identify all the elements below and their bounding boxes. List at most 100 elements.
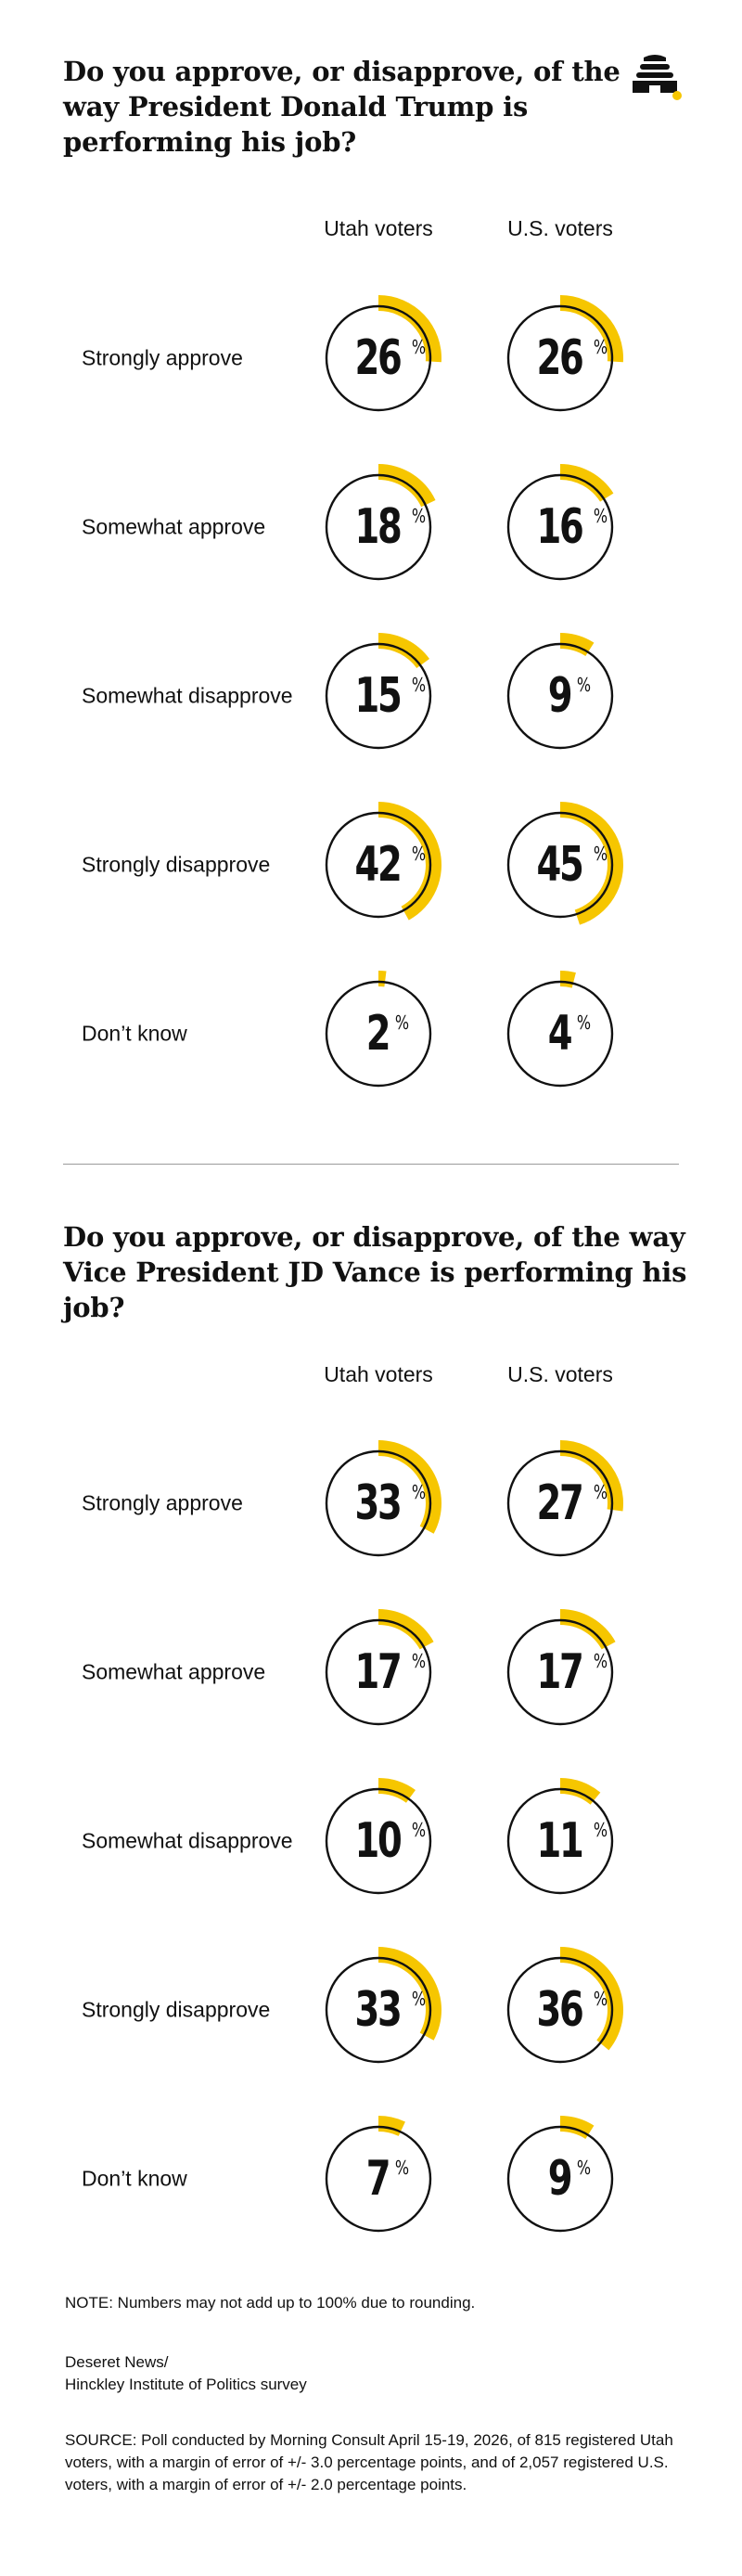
question-1-title: Do you approve, or disapprove, of the wa… <box>63 56 620 158</box>
category-label-dont-know: Don’t know <box>82 2166 187 2191</box>
percent-ring-u-s-voters: 11% <box>503 1778 629 1904</box>
percent-ring-utah-voters: 42% <box>321 802 447 928</box>
percent-ring-utah-voters: 17% <box>321 1609 447 1735</box>
percent-sign: % <box>411 1481 427 1503</box>
percent-sign: % <box>593 1650 608 1672</box>
value-arc <box>378 295 441 363</box>
percent-sign: % <box>593 843 608 865</box>
percent-ring-utah-voters: 2% <box>321 971 447 1097</box>
percent-ring-u-s-voters: 26% <box>503 295 629 421</box>
percent-value: 26 <box>536 330 583 386</box>
percent-ring-utah-voters: 33% <box>321 1440 447 1566</box>
percent-ring-u-s-voters: 36% <box>503 1947 629 2073</box>
value-arc <box>378 802 441 921</box>
percent-sign: % <box>411 1988 427 2010</box>
category-label-strongly-disapprove: Strongly disapprove <box>82 1997 271 2022</box>
section-divider <box>63 1164 679 1165</box>
ring-outline <box>325 1787 432 1895</box>
category-label-strongly-approve: Strongly approve <box>82 1490 243 1515</box>
percent-sign: % <box>576 1011 592 1034</box>
value-arc <box>560 971 576 988</box>
ring-outline <box>325 304 432 412</box>
percent-ring-u-s-voters: 45% <box>503 802 629 928</box>
percent-ring-u-s-voters: 9% <box>503 633 629 759</box>
percent-sign: % <box>411 674 427 696</box>
rounding-note: NOTE: Numbers may not add up to 100% due… <box>65 2294 476 2312</box>
ring-outline <box>325 473 432 581</box>
percent-sign: % <box>593 1988 608 2010</box>
percent-sign: % <box>411 1819 427 1841</box>
percent-value: 10 <box>354 1813 402 1869</box>
ring-outline <box>506 1956 614 2064</box>
percent-ring-utah-voters: 15% <box>321 633 447 759</box>
value-arc <box>378 1440 441 1534</box>
percent-value: 7 <box>365 2151 391 2207</box>
percent-ring-u-s-voters: 9% <box>503 2116 629 2242</box>
percent-value: 33 <box>354 1475 402 1531</box>
percent-value: 15 <box>354 668 402 724</box>
ring-outline <box>506 642 614 750</box>
percent-ring-utah-voters: 33% <box>321 1947 447 2073</box>
value-arc <box>560 1440 623 1512</box>
percent-sign: % <box>593 1819 608 1841</box>
ring-outline <box>506 1787 614 1895</box>
percent-sign: % <box>593 336 608 358</box>
category-label-somewhat-approve: Somewhat approve <box>82 514 266 539</box>
percent-value: 9 <box>547 668 573 724</box>
percent-sign: % <box>411 843 427 865</box>
category-label-somewhat-approve: Somewhat approve <box>82 1659 266 1684</box>
credit: Deseret News/ Hinckley Institute of Poli… <box>65 2351 677 2396</box>
value-arc <box>378 971 387 987</box>
value-arc <box>560 802 623 925</box>
ring-outline <box>325 1618 432 1726</box>
percent-value: 4 <box>547 1006 573 1062</box>
ring-outline <box>506 2125 614 2233</box>
ring-outline <box>506 980 614 1088</box>
percent-ring-u-s-voters: 27% <box>503 1440 629 1566</box>
percent-value: 36 <box>536 1982 583 2038</box>
percent-value: 2 <box>365 1006 391 1062</box>
percent-value: 33 <box>354 1982 402 2038</box>
percent-value: 26 <box>354 330 402 386</box>
percent-sign: % <box>593 505 608 527</box>
percent-sign: % <box>394 2157 410 2179</box>
question-2-title: Do you approve, or disapprove, of the wa… <box>63 1221 687 1323</box>
percent-ring-utah-voters: 18% <box>321 464 447 590</box>
percent-value: 17 <box>354 1644 402 1700</box>
percent-value: 9 <box>547 2151 573 2207</box>
value-arc <box>560 295 623 363</box>
category-label-somewhat-disapprove: Somewhat disapprove <box>82 1828 293 1853</box>
percent-value: 11 <box>536 1813 583 1869</box>
ring-outline <box>325 2125 432 2233</box>
beehive-icon <box>627 54 683 100</box>
value-arc <box>378 1947 441 2041</box>
ring-outline <box>506 304 614 412</box>
percent-ring-u-s-voters: 17% <box>503 1609 629 1735</box>
percent-sign: % <box>411 505 427 527</box>
category-label-dont-know: Don’t know <box>82 1021 187 1046</box>
ring-outline <box>325 1956 432 2064</box>
percent-ring-utah-voters: 26% <box>321 295 447 421</box>
source-note: SOURCE: Poll conducted by Morning Consul… <box>65 2431 673 2493</box>
ring-outline <box>506 811 614 919</box>
percent-ring-utah-voters: 7% <box>321 2116 447 2242</box>
percent-sign: % <box>411 1650 427 1672</box>
category-label-strongly-disapprove: Strongly disapprove <box>82 852 271 877</box>
percent-sign: % <box>593 1481 608 1503</box>
percent-ring-utah-voters: 10% <box>321 1778 447 1904</box>
category-label-strongly-approve: Strongly approve <box>82 345 243 370</box>
column-header-us: U.S. voters <box>507 216 613 240</box>
category-label-somewhat-disapprove: Somewhat disapprove <box>82 683 293 708</box>
percent-value: 45 <box>536 837 583 893</box>
column-header-utah: Utah voters <box>324 216 433 240</box>
percent-sign: % <box>411 336 427 358</box>
percent-ring-u-s-voters: 16% <box>503 464 629 590</box>
percent-value: 27 <box>536 1475 583 1531</box>
percent-value: 17 <box>536 1644 583 1700</box>
percent-value: 18 <box>354 499 402 555</box>
percent-value: 42 <box>354 837 402 893</box>
percent-sign: % <box>576 674 592 696</box>
percent-ring-u-s-voters: 4% <box>503 971 629 1097</box>
ring-outline <box>325 1449 432 1557</box>
ring-outline <box>325 811 432 919</box>
